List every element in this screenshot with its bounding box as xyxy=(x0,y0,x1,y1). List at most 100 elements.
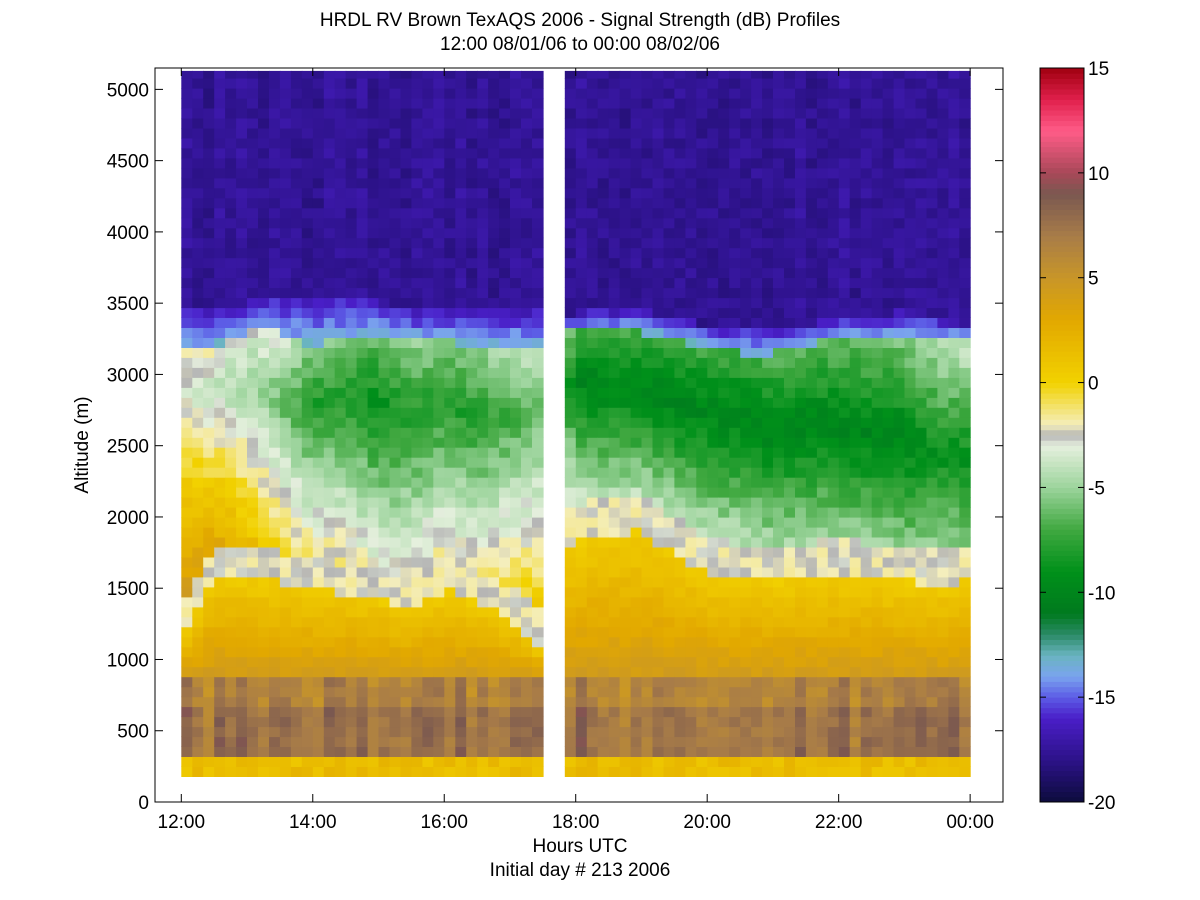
heatmap-cell xyxy=(718,556,730,568)
heatmap-cell xyxy=(696,666,708,678)
heatmap-cell xyxy=(411,686,423,698)
heatmap-cell xyxy=(367,357,380,368)
heatmap-cell xyxy=(488,457,500,468)
heatmap-cell xyxy=(532,147,544,159)
heatmap-cell xyxy=(860,197,873,209)
heatmap-cell xyxy=(762,197,774,209)
heatmap-cell xyxy=(762,157,774,169)
heatmap-cell xyxy=(762,666,774,678)
heatmap-cell xyxy=(477,736,489,747)
heatmap-cell xyxy=(707,337,719,348)
heatmap-cell xyxy=(751,227,763,239)
heatmap-cell xyxy=(510,546,522,558)
heatmap-cell xyxy=(586,646,599,658)
heatmap-cell xyxy=(411,207,423,219)
heatmap-cell xyxy=(279,497,292,508)
heatmap-cell xyxy=(499,78,511,89)
heatmap-cell xyxy=(948,477,960,488)
heatmap-cell xyxy=(762,317,774,328)
heatmap-cell xyxy=(795,88,807,99)
heatmap-cell xyxy=(564,197,577,209)
heatmap-cell xyxy=(389,127,402,139)
heatmap-cell xyxy=(630,107,643,119)
heatmap-cell xyxy=(466,477,478,488)
heatmap-cell xyxy=(630,327,643,338)
heatmap-cell xyxy=(400,606,413,618)
heatmap-cell xyxy=(718,70,730,79)
heatmap-cell xyxy=(937,147,949,159)
heatmap-cell xyxy=(323,636,336,648)
heatmap-cell xyxy=(510,726,522,738)
heatmap-cell xyxy=(345,167,358,179)
heatmap-cell xyxy=(575,257,588,269)
heatmap-cell xyxy=(718,636,730,648)
heatmap-cell xyxy=(948,467,960,478)
heatmap-cell xyxy=(838,107,851,119)
heatmap-cell xyxy=(236,766,248,777)
heatmap-cell xyxy=(203,347,215,358)
heatmap-cell xyxy=(466,107,478,119)
heatmap-cell xyxy=(575,107,588,119)
heatmap-cell xyxy=(236,656,248,668)
heatmap-cell xyxy=(805,566,818,578)
heatmap-cell xyxy=(389,357,402,368)
heatmap-cell xyxy=(718,357,730,368)
heatmap-cell xyxy=(784,487,796,498)
heatmap-cell xyxy=(477,88,489,99)
heatmap-cell xyxy=(411,487,423,498)
heatmap-cell xyxy=(411,517,423,528)
heatmap-cell xyxy=(959,88,971,99)
heatmap-cell xyxy=(378,187,391,199)
heatmap-cell xyxy=(597,566,610,578)
heatmap-cell xyxy=(192,626,204,638)
heatmap-cell xyxy=(586,97,599,109)
heatmap-cell xyxy=(641,626,654,638)
heatmap-cell xyxy=(816,70,829,79)
heatmap-cell xyxy=(488,377,500,388)
heatmap-cell xyxy=(203,686,215,698)
heatmap-cell xyxy=(290,237,303,249)
heatmap-cell xyxy=(269,137,281,149)
heatmap-cell xyxy=(674,546,686,558)
heatmap-cell xyxy=(751,706,763,718)
heatmap-cell xyxy=(729,507,741,518)
heatmap-cell xyxy=(959,247,971,259)
heatmap-cell xyxy=(290,277,303,289)
heatmap-cell xyxy=(499,497,511,508)
heatmap-cell xyxy=(707,546,719,558)
heatmap-cell xyxy=(597,556,610,568)
heatmap-cell xyxy=(849,257,862,269)
heatmap-cell xyxy=(433,666,445,678)
heatmap-cell xyxy=(400,217,413,229)
heatmap-cell xyxy=(915,616,928,628)
heatmap-cell xyxy=(236,437,248,448)
heatmap-cell xyxy=(203,217,215,229)
heatmap-cell xyxy=(510,107,522,119)
heatmap-cell xyxy=(279,127,292,139)
heatmap-cell xyxy=(225,157,237,169)
heatmap-cell xyxy=(312,157,325,169)
heatmap-cell xyxy=(345,437,358,448)
heatmap-cell xyxy=(181,197,193,209)
heatmap-cell xyxy=(652,566,665,578)
heatmap-cell xyxy=(729,746,741,757)
heatmap-cell xyxy=(521,387,533,398)
heatmap-cell xyxy=(510,207,522,219)
heatmap-cell xyxy=(389,427,402,438)
heatmap-cell xyxy=(279,746,292,757)
heatmap-cell xyxy=(795,596,807,608)
heatmap-cell xyxy=(532,317,544,328)
heatmap-cell xyxy=(586,307,599,318)
heatmap-cell xyxy=(904,97,917,109)
heatmap-cell xyxy=(882,706,895,718)
heatmap-cell xyxy=(411,676,423,688)
heatmap-cell xyxy=(301,407,314,418)
heatmap-cell xyxy=(827,546,840,558)
heatmap-cell xyxy=(499,546,511,558)
heatmap-cell xyxy=(510,706,522,718)
heatmap-cell xyxy=(630,297,643,309)
heatmap-cell xyxy=(948,287,960,299)
heatmap-cell xyxy=(192,636,204,648)
heatmap-cell xyxy=(795,357,807,368)
heatmap-cell xyxy=(203,307,215,318)
